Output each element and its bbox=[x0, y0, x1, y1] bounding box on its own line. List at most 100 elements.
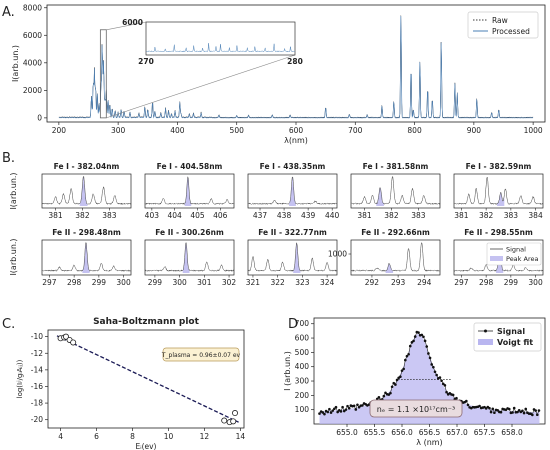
temperature-annotation: T_plasma = 0.96±0.07 ev bbox=[161, 352, 241, 359]
y-tick-label: 8000 bbox=[23, 3, 42, 12]
x-tick-label: 403 bbox=[145, 211, 160, 220]
x-tick-label: 437 bbox=[253, 211, 268, 220]
y-tick-label: 600 bbox=[295, 334, 310, 343]
inset-x-tick-label: 270 bbox=[138, 57, 154, 66]
signal-point bbox=[354, 408, 358, 411]
y-tick-label: 1000 bbox=[328, 250, 347, 259]
signal-point bbox=[318, 412, 321, 415]
signal-point bbox=[455, 396, 458, 400]
subplot: Fe I - 404.58nm 403 404 405 406 bbox=[144, 162, 235, 220]
signal-point bbox=[438, 376, 442, 379]
y-tick-label: 100 bbox=[295, 405, 310, 414]
signal-line bbox=[247, 176, 337, 206]
signal-point bbox=[496, 409, 500, 412]
panel-label-b: B. bbox=[2, 151, 15, 166]
signal-point bbox=[441, 382, 445, 386]
legend: Signal Voigt fit bbox=[473, 322, 542, 352]
peak-area bbox=[182, 242, 190, 273]
panel-label-d: D bbox=[288, 317, 298, 332]
signal-point bbox=[478, 404, 481, 408]
signal-point bbox=[404, 358, 407, 362]
signal-point bbox=[451, 393, 455, 397]
signal-point bbox=[423, 339, 427, 343]
signal-point bbox=[430, 363, 434, 366]
subplot: Fe I - 381.58nm 381 382 383 bbox=[350, 162, 441, 220]
x-tick-label: 382 bbox=[75, 211, 90, 220]
signal-point bbox=[408, 344, 412, 348]
density-annotation: nₑ = 1.1 ×10¹⁷cm⁻³ bbox=[377, 405, 455, 414]
subplot-title: Fe II - 298.55nm bbox=[464, 228, 533, 237]
x-tick-label: 700 bbox=[348, 126, 363, 135]
linear-fit-line bbox=[56, 335, 239, 423]
signal-point bbox=[511, 411, 514, 414]
x-tick-label: 384 bbox=[528, 211, 543, 220]
panel-c-saha-boltzmann: Saha-Boltzmann plot 4 6 8 10 12 14 -10 -12 -14 -16… bbox=[16, 317, 245, 450]
signal-point bbox=[465, 399, 468, 403]
zoom-connector bbox=[106, 21, 147, 31]
x-tick-label: 298 bbox=[67, 278, 82, 287]
x-tick-label: 655.5 bbox=[364, 428, 386, 437]
x-tick-label: 298 bbox=[479, 278, 494, 287]
signal-point bbox=[339, 410, 343, 413]
signal-line bbox=[247, 242, 338, 272]
y-tick-label: -16 bbox=[31, 382, 43, 391]
signal-point bbox=[534, 409, 537, 412]
signal-point bbox=[352, 404, 356, 408]
y-tick-label: -20 bbox=[31, 415, 43, 424]
y-tick-label: 300 bbox=[295, 377, 310, 386]
signal-line bbox=[453, 176, 544, 206]
subplot-frame bbox=[453, 239, 544, 276]
x-tick-label: 381 bbox=[454, 211, 469, 220]
signal-point bbox=[433, 370, 437, 374]
signal-point bbox=[329, 411, 333, 414]
signal-point bbox=[361, 404, 364, 407]
x-tick-label: 406 bbox=[213, 211, 228, 220]
x-tick-label: 6 bbox=[94, 432, 99, 441]
x-tick-label: 10 bbox=[164, 432, 174, 441]
y-axis-label: log(Iᵢʲ/gᵢAᵢⱼ)) bbox=[16, 359, 24, 398]
signal-point bbox=[466, 403, 470, 407]
series-raw-line bbox=[58, 15, 534, 118]
x-tick-label: 438 bbox=[277, 211, 292, 220]
inset-y-tick-label: 6000 bbox=[122, 18, 143, 27]
legend-entry: Peak Area bbox=[506, 255, 538, 263]
x-axis-label: λ (nm) bbox=[416, 438, 442, 447]
signal-point bbox=[389, 391, 392, 395]
y-tick-label: -12 bbox=[31, 349, 43, 358]
x-tick-label: 440 bbox=[325, 211, 340, 220]
subplot: Fe II - 298.55nm 297 298 299 300 bbox=[453, 228, 544, 287]
y-tick-label: 2000 bbox=[23, 86, 42, 95]
x-tick-label: 405 bbox=[190, 211, 205, 220]
x-tick-label: 299 bbox=[92, 278, 107, 287]
subplot-title: Fe I - 382.04nm bbox=[54, 162, 120, 171]
inset-x-tick-label: 280 bbox=[287, 57, 303, 66]
subplot-frame bbox=[144, 239, 235, 276]
subplot-title: Fe II - 298.48nm bbox=[52, 228, 121, 237]
x-tick-label: 292 bbox=[365, 278, 380, 287]
signal-point bbox=[402, 367, 405, 371]
subplot: Fe II - 292.66nm 292 293 294 1000 bbox=[328, 228, 441, 287]
peak-area bbox=[497, 192, 505, 206]
signal-point bbox=[357, 405, 361, 409]
signal-line bbox=[144, 176, 235, 206]
x-tick-label: 302 bbox=[222, 278, 237, 287]
data-point bbox=[221, 417, 228, 424]
data-point bbox=[232, 410, 239, 417]
x-tick-label: 323 bbox=[295, 278, 310, 287]
signal-point bbox=[394, 383, 397, 386]
y-axis-label: I(arb.un.) bbox=[11, 45, 20, 82]
signal-point bbox=[440, 379, 443, 383]
signal-point bbox=[516, 410, 519, 414]
signal-point bbox=[333, 407, 336, 411]
legend-entry: Raw bbox=[492, 16, 508, 25]
panel-d-voigt-fit: 655.0 655.5 656.0 656.5 657.0 657.5 658.0 100 20… bbox=[283, 317, 546, 447]
x-tick-label: 383 bbox=[504, 211, 519, 220]
peak-area bbox=[376, 187, 384, 206]
signal-point bbox=[326, 410, 330, 414]
subplot-frame bbox=[41, 173, 132, 209]
signal-point bbox=[521, 409, 524, 413]
signal-point bbox=[531, 413, 534, 417]
y-tick-label: 500 bbox=[295, 348, 310, 357]
data-point bbox=[230, 418, 237, 425]
subplot-title: Fe I - 382.59nm bbox=[466, 162, 532, 171]
